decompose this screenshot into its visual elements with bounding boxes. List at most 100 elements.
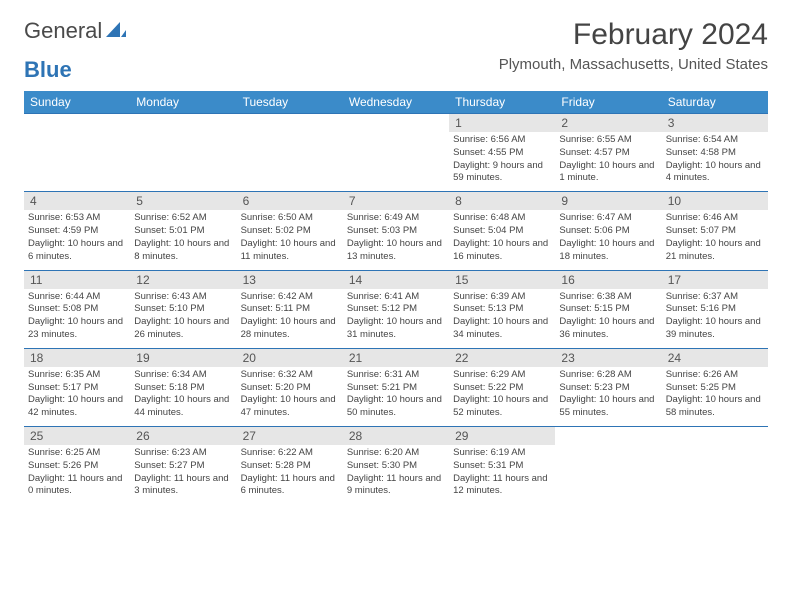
sunrise-line: Sunrise: 6:26 AM xyxy=(666,369,764,382)
day-detail-cell: Sunrise: 6:41 AMSunset: 5:12 PMDaylight:… xyxy=(343,289,449,349)
daylight-line: Daylight: 10 hours and 23 minutes. xyxy=(28,316,126,342)
sunset-line: Sunset: 5:26 PM xyxy=(28,460,126,473)
sunrise-line: Sunrise: 6:38 AM xyxy=(559,291,657,304)
daylight-line: Daylight: 9 hours and 59 minutes. xyxy=(453,160,551,186)
month-title: February 2024 xyxy=(499,18,768,52)
day-detail-cell: Sunrise: 6:35 AMSunset: 5:17 PMDaylight:… xyxy=(24,367,130,427)
sunset-line: Sunset: 5:27 PM xyxy=(134,460,232,473)
sunset-line: Sunset: 5:18 PM xyxy=(134,382,232,395)
day-number-cell xyxy=(555,427,661,446)
daylight-line: Daylight: 11 hours and 0 minutes. xyxy=(28,473,126,499)
sunset-line: Sunset: 5:23 PM xyxy=(559,382,657,395)
daylight-line: Daylight: 10 hours and 55 minutes. xyxy=(559,394,657,420)
day-detail-cell: Sunrise: 6:28 AMSunset: 5:23 PMDaylight:… xyxy=(555,367,661,427)
day-detail-row: Sunrise: 6:35 AMSunset: 5:17 PM Daylight:… xyxy=(24,367,768,427)
daylight-line: Daylight: 10 hours and 39 minutes. xyxy=(666,316,764,342)
sunrise-line: Sunrise: 6:56 AM xyxy=(453,134,551,147)
sunrise-line: Sunrise: 6:46 AM xyxy=(666,212,764,225)
sunset-line: Sunset: 5:21 PM xyxy=(347,382,445,395)
weekday-header: Monday xyxy=(130,91,236,114)
day-detail-row: Sunrise: 6:56 AMSunset: 4:55 PMDaylight:… xyxy=(24,132,768,192)
day-number-cell: 7 xyxy=(343,192,449,211)
sunrise-line: Sunrise: 6:48 AM xyxy=(453,212,551,225)
daylight-line: Daylight: 10 hours and 13 minutes. xyxy=(347,238,445,264)
weekday-header: Tuesday xyxy=(237,91,343,114)
day-number-cell: 19 xyxy=(130,348,236,367)
sunrise-line: Sunrise: 6:44 AM xyxy=(28,291,126,304)
day-number-cell: 29 xyxy=(449,427,555,446)
logo-sub: Blue xyxy=(24,57,768,83)
day-detail-cell: Sunrise: 6:32 AMSunset: 5:20 PMDaylight:… xyxy=(237,367,343,427)
weekday-header: Wednesday xyxy=(343,91,449,114)
sunset-line: Sunset: 5:07 PM xyxy=(666,225,764,238)
day-number-cell: 14 xyxy=(343,270,449,289)
sunset-line: Sunset: 5:08 PM xyxy=(28,303,126,316)
day-detail-cell: Sunrise: 6:49 AMSunset: 5:03 PMDaylight:… xyxy=(343,210,449,270)
day-detail-cell xyxy=(24,132,130,192)
logo: General xyxy=(24,18,128,44)
weekday-header: Sunday xyxy=(24,91,130,114)
daylight-line: Daylight: 10 hours and 1 minute. xyxy=(559,160,657,186)
daylight-line: Daylight: 10 hours and 52 minutes. xyxy=(453,394,551,420)
sunset-line: Sunset: 5:04 PM xyxy=(453,225,551,238)
day-detail-cell: Sunrise: 6:23 AMSunset: 5:27 PMDaylight:… xyxy=(130,445,236,504)
day-number-cell: 18 xyxy=(24,348,130,367)
day-number-cell xyxy=(130,114,236,133)
daylight-line: Daylight: 11 hours and 6 minutes. xyxy=(241,473,339,499)
day-detail-cell: Sunrise: 6:53 AMSunset: 4:59 PMDaylight:… xyxy=(24,210,130,270)
sunset-line: Sunset: 4:58 PM xyxy=(666,147,764,160)
day-number-cell: 1 xyxy=(449,114,555,133)
day-number-cell: 6 xyxy=(237,192,343,211)
sunset-line: Sunset: 5:22 PM xyxy=(453,382,551,395)
daylight-line: Daylight: 11 hours and 9 minutes. xyxy=(347,473,445,499)
day-detail-cell: Sunrise: 6:38 AMSunset: 5:15 PMDaylight:… xyxy=(555,289,661,349)
sunrise-line: Sunrise: 6:47 AM xyxy=(559,212,657,225)
sunrise-line: Sunrise: 6:23 AM xyxy=(134,447,232,460)
day-number-cell xyxy=(237,114,343,133)
sunset-line: Sunset: 5:25 PM xyxy=(666,382,764,395)
day-number-cell: 25 xyxy=(24,427,130,446)
day-detail-cell: Sunrise: 6:46 AMSunset: 5:07 PMDaylight:… xyxy=(662,210,768,270)
day-detail-row: Sunrise: 6:53 AMSunset: 4:59 PMDaylight:… xyxy=(24,210,768,270)
day-detail-cell: Sunrise: 6:48 AMSunset: 5:04 PMDaylight:… xyxy=(449,210,555,270)
sunset-line: Sunset: 5:31 PM xyxy=(453,460,551,473)
day-detail-cell: Sunrise: 6:22 AMSunset: 5:28 PMDaylight:… xyxy=(237,445,343,504)
sunset-line: Sunset: 5:20 PM xyxy=(241,382,339,395)
weekday-header-row: SundayMondayTuesdayWednesdayThursdayFrid… xyxy=(24,91,768,114)
day-detail-cell: Sunrise: 6:20 AMSunset: 5:30 PMDaylight:… xyxy=(343,445,449,504)
day-number-cell: 11 xyxy=(24,270,130,289)
daylight-line: Daylight: 10 hours and 26 minutes. xyxy=(134,316,232,342)
sunrise-line: Sunrise: 6:52 AM xyxy=(134,212,232,225)
day-number-row: 11121314151617 xyxy=(24,270,768,289)
daylight-line: Daylight: 10 hours and 6 minutes. xyxy=(28,238,126,264)
sunset-line: Sunset: 5:28 PM xyxy=(241,460,339,473)
daylight-line: Daylight: 10 hours and 58 minutes. xyxy=(666,394,764,420)
day-detail-cell: Sunrise: 6:25 AMSunset: 5:26 PMDaylight:… xyxy=(24,445,130,504)
day-number-row: 45678910 xyxy=(24,192,768,211)
daylight-line: Daylight: 10 hours and 36 minutes. xyxy=(559,316,657,342)
day-number-cell: 13 xyxy=(237,270,343,289)
daylight-line: Daylight: 10 hours and 47 minutes. xyxy=(241,394,339,420)
day-number-cell: 26 xyxy=(130,427,236,446)
day-detail-cell: Sunrise: 6:43 AMSunset: 5:10 PMDaylight:… xyxy=(130,289,236,349)
logo-text-a: General xyxy=(24,18,102,44)
sunset-line: Sunset: 5:03 PM xyxy=(347,225,445,238)
day-number-cell: 22 xyxy=(449,348,555,367)
sunrise-line: Sunrise: 6:19 AM xyxy=(453,447,551,460)
weekday-header: Saturday xyxy=(662,91,768,114)
sunrise-line: Sunrise: 6:54 AM xyxy=(666,134,764,147)
sunset-line: Sunset: 5:16 PM xyxy=(666,303,764,316)
day-detail-cell: Sunrise: 6:50 AMSunset: 5:02 PMDaylight:… xyxy=(237,210,343,270)
day-detail-cell: Sunrise: 6:19 AMSunset: 5:31 PMDaylight:… xyxy=(449,445,555,504)
sunset-line: Sunset: 4:57 PM xyxy=(559,147,657,160)
sunset-line: Sunset: 5:13 PM xyxy=(453,303,551,316)
sunrise-line: Sunrise: 6:37 AM xyxy=(666,291,764,304)
sunrise-line: Sunrise: 6:35 AM xyxy=(28,369,126,382)
day-number-cell: 20 xyxy=(237,348,343,367)
day-number-cell xyxy=(662,427,768,446)
daylight-line: Daylight: 10 hours and 44 minutes. xyxy=(134,394,232,420)
calendar-table: SundayMondayTuesdayWednesdayThursdayFrid… xyxy=(24,91,768,504)
daylight-line: Daylight: 10 hours and 34 minutes. xyxy=(453,316,551,342)
sunset-line: Sunset: 5:01 PM xyxy=(134,225,232,238)
sunset-line: Sunset: 5:17 PM xyxy=(28,382,126,395)
